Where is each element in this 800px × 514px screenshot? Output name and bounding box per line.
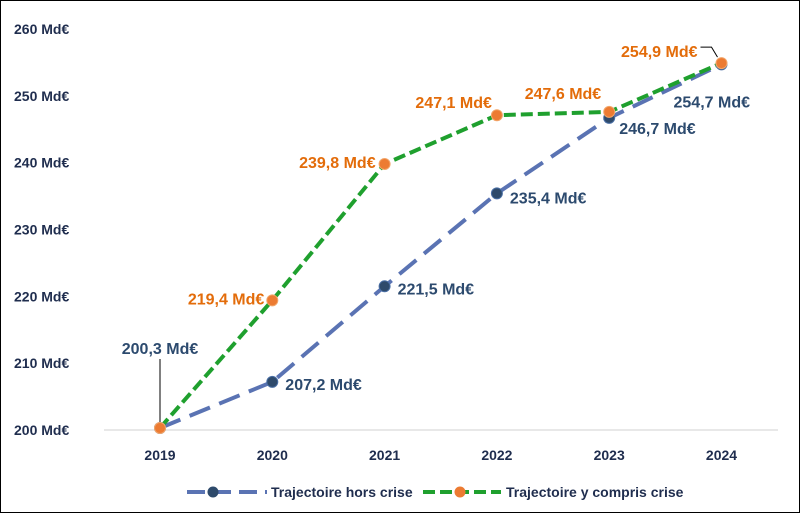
- point-y-compris-crise: [715, 57, 728, 70]
- data-label-hors-crise: 221,5 Md€: [398, 281, 475, 298]
- data-label-y-compris-crise: 219,4 Md€: [188, 291, 265, 308]
- x-tick-label: 2020: [257, 447, 288, 463]
- point-y-compris-crise: [266, 294, 279, 307]
- y-tick-label: 220 Md€: [14, 288, 69, 304]
- legend-label-hors-crise: Trajectoire hors crise: [271, 484, 413, 500]
- point-hors-crise: [378, 280, 391, 293]
- series-line-hors-crise: [159, 62, 723, 430]
- data-label-2019: 200,3 Md€: [122, 341, 199, 358]
- x-tick-label: 2023: [594, 447, 625, 463]
- y-tick-label: 260 Md€: [14, 21, 69, 37]
- data-label-hors-crise: 207,2 Md€: [285, 377, 362, 394]
- point-hors-crise: [490, 187, 503, 200]
- y-tick-label: 210 Md€: [14, 355, 69, 371]
- y-tick-label: 200 Md€: [14, 422, 69, 438]
- data-label-hors-crise: 254,7 Md€: [674, 94, 751, 111]
- legend-label-y-compris-crise: Trajectoire y compris crise: [506, 484, 684, 500]
- point-y-compris-crise: [154, 421, 166, 434]
- leader-line-2024: [700, 46, 718, 58]
- x-tick-label: 2021: [369, 447, 400, 463]
- point-y-compris-crise: [378, 158, 391, 171]
- data-label-y-compris-crise: 247,1 Md€: [415, 95, 492, 112]
- point-y-compris-crise: [490, 109, 503, 122]
- series-line-y-compris-crise: [158, 61, 723, 430]
- x-tick-label: 2022: [481, 447, 512, 463]
- point-hors-crise: [266, 375, 279, 388]
- legend-marker-hors-crise: [207, 486, 219, 498]
- data-label-y-compris-crise: 247,6 Md€: [525, 86, 602, 103]
- legend-marker-y-compris-crise: [454, 486, 466, 498]
- point-y-compris-crise: [603, 105, 616, 118]
- x-tick-label: 2019: [144, 447, 175, 463]
- data-label-y-compris-crise: 239,8 Md€: [299, 155, 376, 172]
- y-tick-label: 230 Md€: [14, 222, 69, 238]
- data-label-y-compris-crise: 254,9 Md€: [621, 44, 698, 61]
- data-label-hors-crise: 235,4 Md€: [510, 190, 587, 207]
- data-label-hors-crise: 246,7 Md€: [619, 121, 696, 138]
- y-tick-label: 250 Md€: [14, 88, 69, 104]
- y-tick-label: 240 Md€: [14, 155, 69, 171]
- x-tick-label: 2024: [706, 447, 737, 463]
